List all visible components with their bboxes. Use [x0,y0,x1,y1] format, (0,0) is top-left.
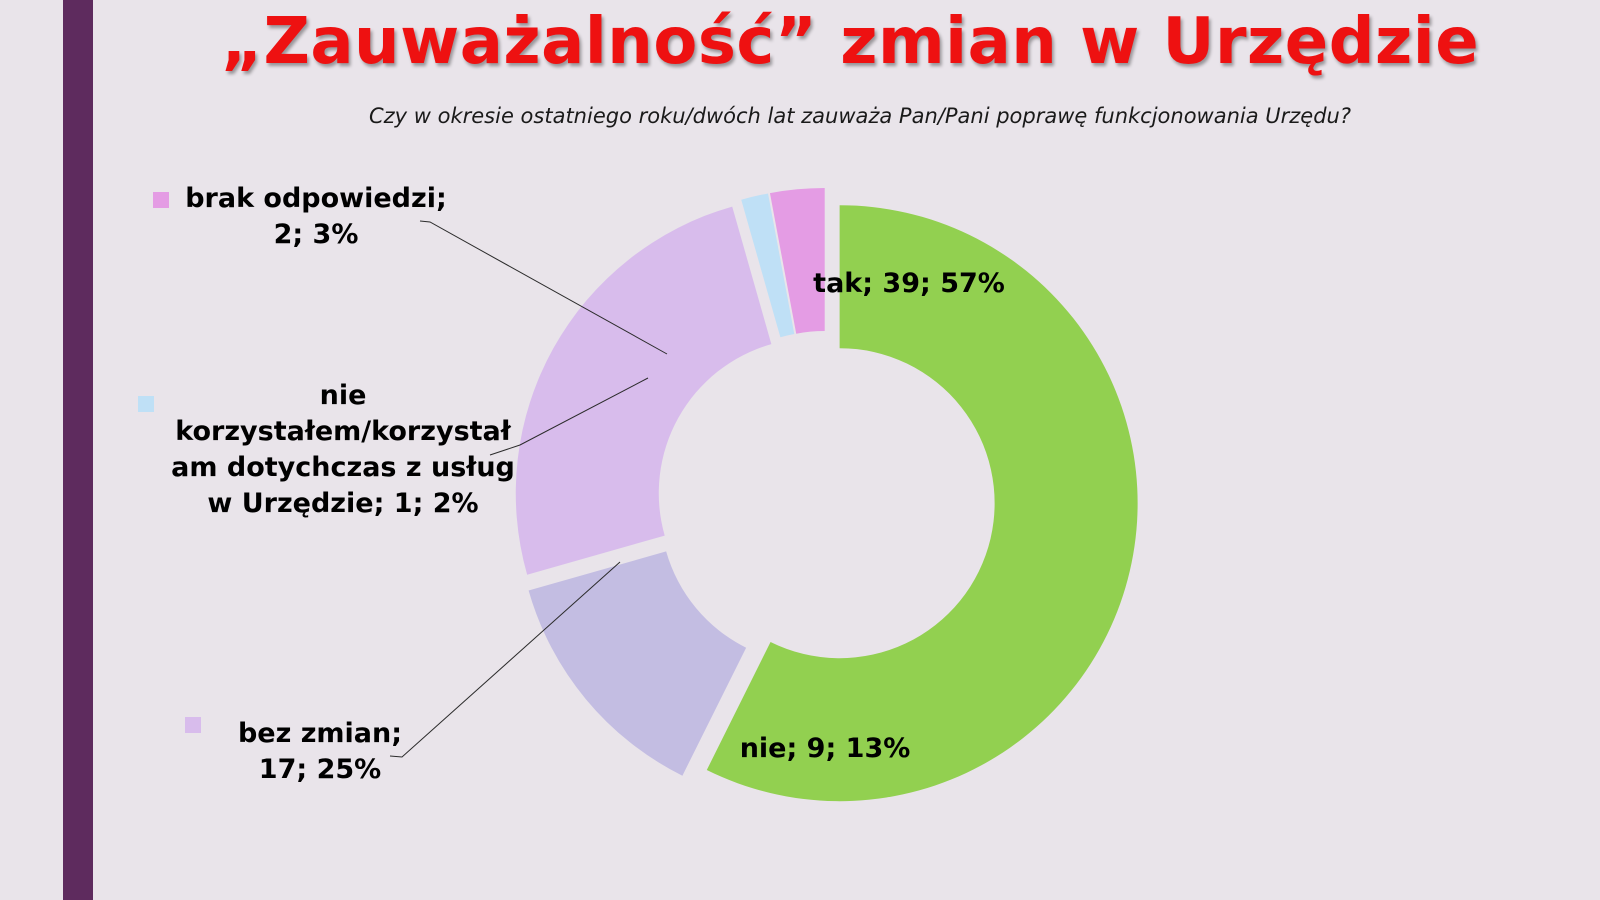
data-label-nie: nie; 9; 13% [740,733,911,764]
slice-bez-zmian [515,206,772,575]
leader-line-brak-odpowiedzi [419,220,668,355]
data-label-nie-korzystalem-korzystalam-do: nie korzystałem/korzystał am dotychczas z … [171,380,515,519]
page-title: „Zauważalność” zmian w Urzędzie [220,5,1480,79]
label-marker-nie-korzystalem-korzystalam-do [138,396,154,412]
slices-layer [515,188,1138,802]
data-label-brak-odpowiedzi: brak odpowiedzi; 2; 3% [185,183,447,250]
slice-tak [706,205,1138,802]
label-marker-brak-odpowiedzi [153,192,169,208]
leader-line-bez-zmian [389,561,621,758]
accent-bar [63,0,93,900]
data-label-bez-zmian: bez zmian; 17; 25% [238,718,402,785]
label-marker-bez-zmian [185,717,201,733]
slice-nie [528,551,747,776]
leader-line-nie-korzystalem-korzystalam-do [489,377,649,456]
leader-lines-layer [389,220,668,758]
chart-subtitle: Czy w okresie ostatniego roku/dwóch lat … [368,104,1352,128]
slice-brak-odpowiedzi [769,188,825,334]
labels-layer: tak; 39; 57% nie; 9; 13% bez zmian; 17; 25%… [138,183,1005,785]
slice-nie-korzystalem-korzystalam-do [741,193,795,338]
data-label-tak: tak; 39; 57% [813,268,1005,299]
